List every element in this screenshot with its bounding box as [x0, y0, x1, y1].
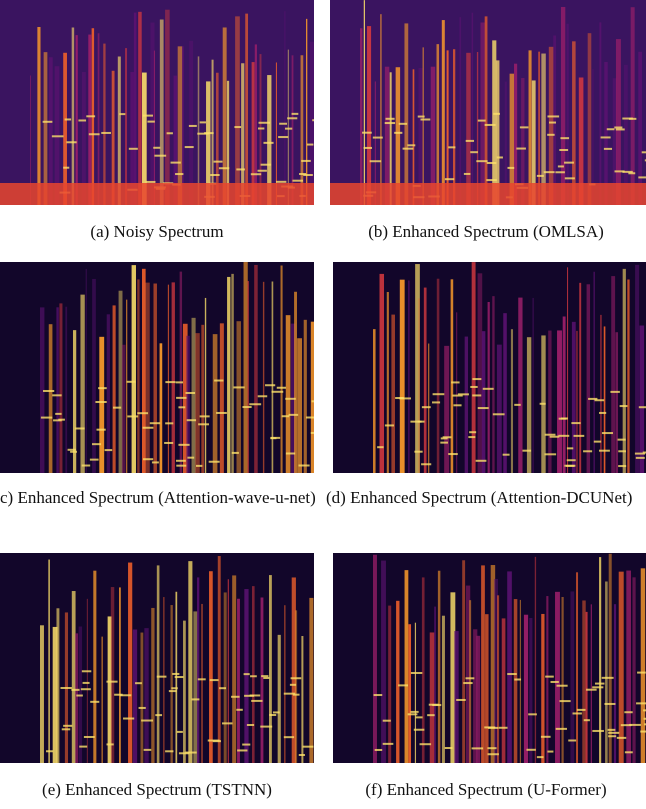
spectrogram: [0, 553, 314, 763]
caption: (b) Enhanced Spectrum (OMLSA): [368, 222, 604, 241]
spectrogram-image: [330, 0, 646, 205]
spectrogram-image: [0, 553, 314, 763]
spectrogram-image: [0, 0, 314, 205]
spectrogram: [333, 262, 646, 473]
caption: (a) Noisy Spectrum: [90, 222, 224, 241]
spectrogram: [0, 262, 314, 473]
caption: c) Enhanced Spectrum (Attention-wave-u-n…: [0, 488, 316, 507]
spectrogram: [333, 553, 646, 763]
caption: (f) Enhanced Spectrum (U-Former): [365, 780, 607, 799]
spectrogram-image: [333, 262, 646, 473]
caption: (d) Enhanced Spectrum (Attention-DCUNet): [326, 488, 633, 507]
spectrogram: [330, 0, 646, 205]
spectrogram-image: [333, 553, 646, 763]
spectrogram: [0, 0, 314, 205]
spectrogram-image: [0, 262, 314, 473]
caption: (e) Enhanced Spectrum (TSTNN): [42, 780, 272, 799]
